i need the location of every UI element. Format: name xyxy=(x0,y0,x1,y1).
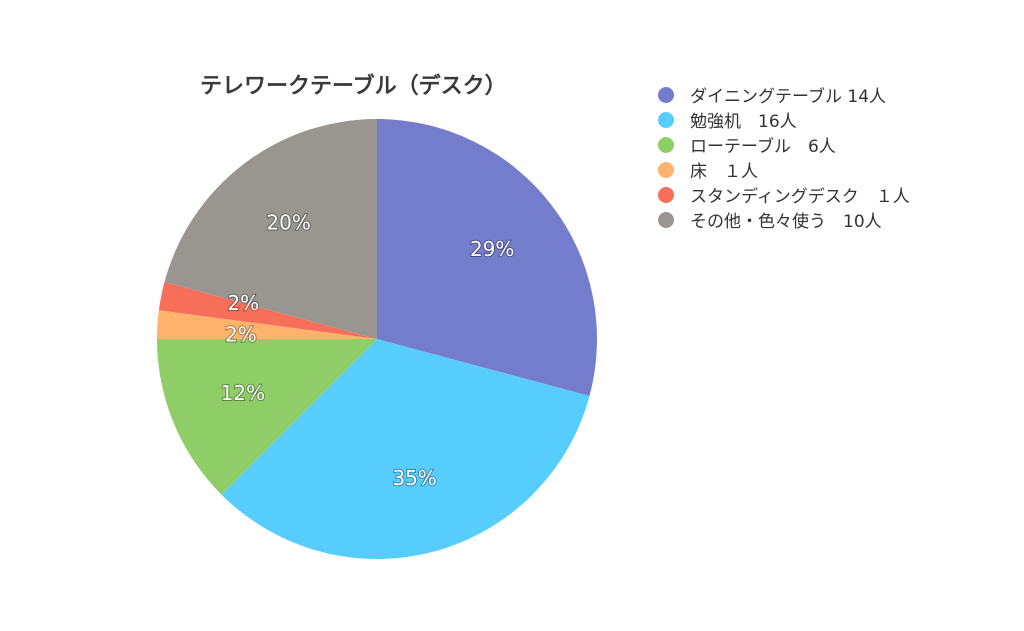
legend-label: ダイニングテーブル 14人 xyxy=(690,87,887,107)
slice-percent-label: 12% xyxy=(221,381,265,405)
legend-swatch xyxy=(658,86,674,103)
legend-label: ローテーブル 6人 xyxy=(690,137,836,157)
legend-item: スタンディングデスク １人 xyxy=(658,182,998,207)
legend: ダイニングテーブル 14人 勉強机 16人 ローテーブル 6人 床 １人 スタン… xyxy=(658,82,998,232)
legend-item: その他・色々使う 10人 xyxy=(658,207,998,232)
slice-percent-label: 20% xyxy=(266,210,310,234)
legend-item: 床 １人 xyxy=(658,157,998,182)
slice-labels: 29% 35% 12% 2% 2% 20% xyxy=(220,209,516,490)
slice-percent-label: 29% xyxy=(470,237,514,261)
slice-percent-label: 2% xyxy=(227,291,259,315)
legend-item: 勉強机 16人 xyxy=(658,107,998,132)
legend-item: ローテーブル 6人 xyxy=(658,132,998,157)
pie-slice xyxy=(164,119,377,339)
legend-swatch xyxy=(658,211,674,228)
legend-swatch xyxy=(658,161,674,178)
legend-swatch xyxy=(658,186,674,203)
slice-percent-label: 35% xyxy=(392,466,436,490)
legend-label: その他・色々使う 10人 xyxy=(690,212,882,232)
legend-item: ダイニングテーブル 14人 xyxy=(658,82,998,107)
pie-slice xyxy=(221,339,590,559)
slice-percent-label: 2% xyxy=(225,323,257,347)
pie-slice xyxy=(158,282,377,339)
legend-label: 勉強机 16人 xyxy=(690,112,797,132)
pie-slice xyxy=(157,339,377,495)
legend-label: スタンディングデスク １人 xyxy=(690,187,910,207)
legend-label: 床 １人 xyxy=(690,162,758,182)
pie-slice xyxy=(157,310,377,339)
pie-slice xyxy=(377,119,597,396)
pie-slices xyxy=(157,119,597,559)
chart-title: テレワークテーブル（デスク） xyxy=(200,74,507,99)
legend-swatch xyxy=(658,136,674,153)
legend-swatch xyxy=(658,111,674,128)
